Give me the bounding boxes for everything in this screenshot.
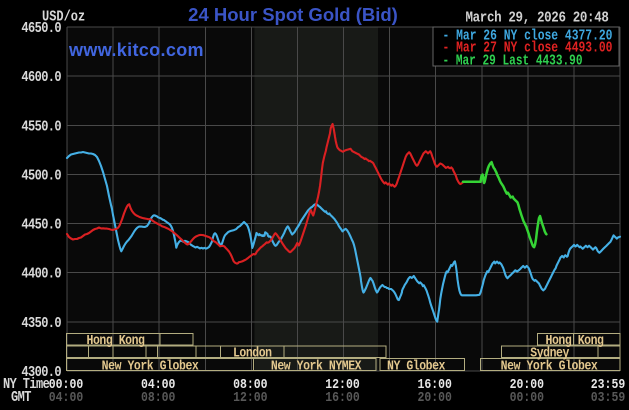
- svg-text:New York Globex: New York Globex: [102, 359, 200, 374]
- svg-text:16:00: 16:00: [417, 376, 451, 392]
- svg-text:04:00: 04:00: [141, 376, 175, 392]
- svg-text:24 Hour Spot Gold (Bid): 24 Hour Spot Gold (Bid): [188, 4, 398, 25]
- svg-text:NY Globex: NY Globex: [387, 359, 446, 374]
- svg-text:4450.0: 4450.0: [21, 217, 61, 233]
- svg-text:- Mar 29 Last 4433.90: - Mar 29 Last 4433.90: [443, 52, 583, 69]
- svg-text:20:00: 20:00: [417, 389, 451, 405]
- svg-text:4500.0: 4500.0: [21, 167, 61, 183]
- svg-text:23:59: 23:59: [591, 376, 625, 392]
- svg-text:4600.0: 4600.0: [21, 69, 61, 85]
- svg-text:08:00: 08:00: [141, 389, 175, 405]
- svg-text:12:00: 12:00: [233, 389, 267, 405]
- svg-text:08:00: 08:00: [233, 376, 267, 392]
- svg-text:4350.0: 4350.0: [21, 315, 61, 331]
- svg-text:USD/oz: USD/oz: [42, 9, 85, 25]
- svg-text:- Mar 27 NY close 4493.00: - Mar 27 NY close 4493.00: [443, 39, 613, 56]
- svg-text:03:59: 03:59: [591, 389, 625, 405]
- svg-text:Sydney: Sydney: [530, 346, 570, 361]
- svg-text:- Mar 26 NY close 4377.20: - Mar 26 NY close 4377.20: [443, 27, 613, 44]
- svg-text:New York Globex: New York Globex: [501, 359, 599, 374]
- svg-text:00:00: 00:00: [510, 389, 544, 405]
- svg-text:March 29, 2026 20:48: March 29, 2026 20:48: [465, 11, 608, 27]
- svg-text:London: London: [233, 346, 272, 361]
- svg-text:4550.0: 4550.0: [21, 118, 61, 134]
- svg-text:GMT: GMT: [11, 390, 31, 406]
- svg-text:20:00: 20:00: [510, 376, 544, 392]
- svg-text:4400.0: 4400.0: [21, 266, 61, 282]
- svg-text:12:00: 12:00: [325, 376, 359, 392]
- svg-text:00:00: 00:00: [49, 376, 83, 392]
- svg-text:www.kitco.com: www.kitco.com: [68, 40, 204, 60]
- svg-text:New York NYMEX: New York NYMEX: [271, 359, 362, 374]
- svg-text:NY Time: NY Time: [3, 377, 50, 393]
- svg-text:4300.0: 4300.0: [21, 364, 61, 380]
- svg-text:Hong Kong: Hong Kong: [87, 333, 145, 348]
- svg-text:4650.0: 4650.0: [21, 20, 61, 36]
- svg-text:16:00: 16:00: [325, 389, 359, 405]
- svg-text:Hong Kong: Hong Kong: [546, 333, 604, 348]
- svg-text:04:00: 04:00: [49, 389, 83, 405]
